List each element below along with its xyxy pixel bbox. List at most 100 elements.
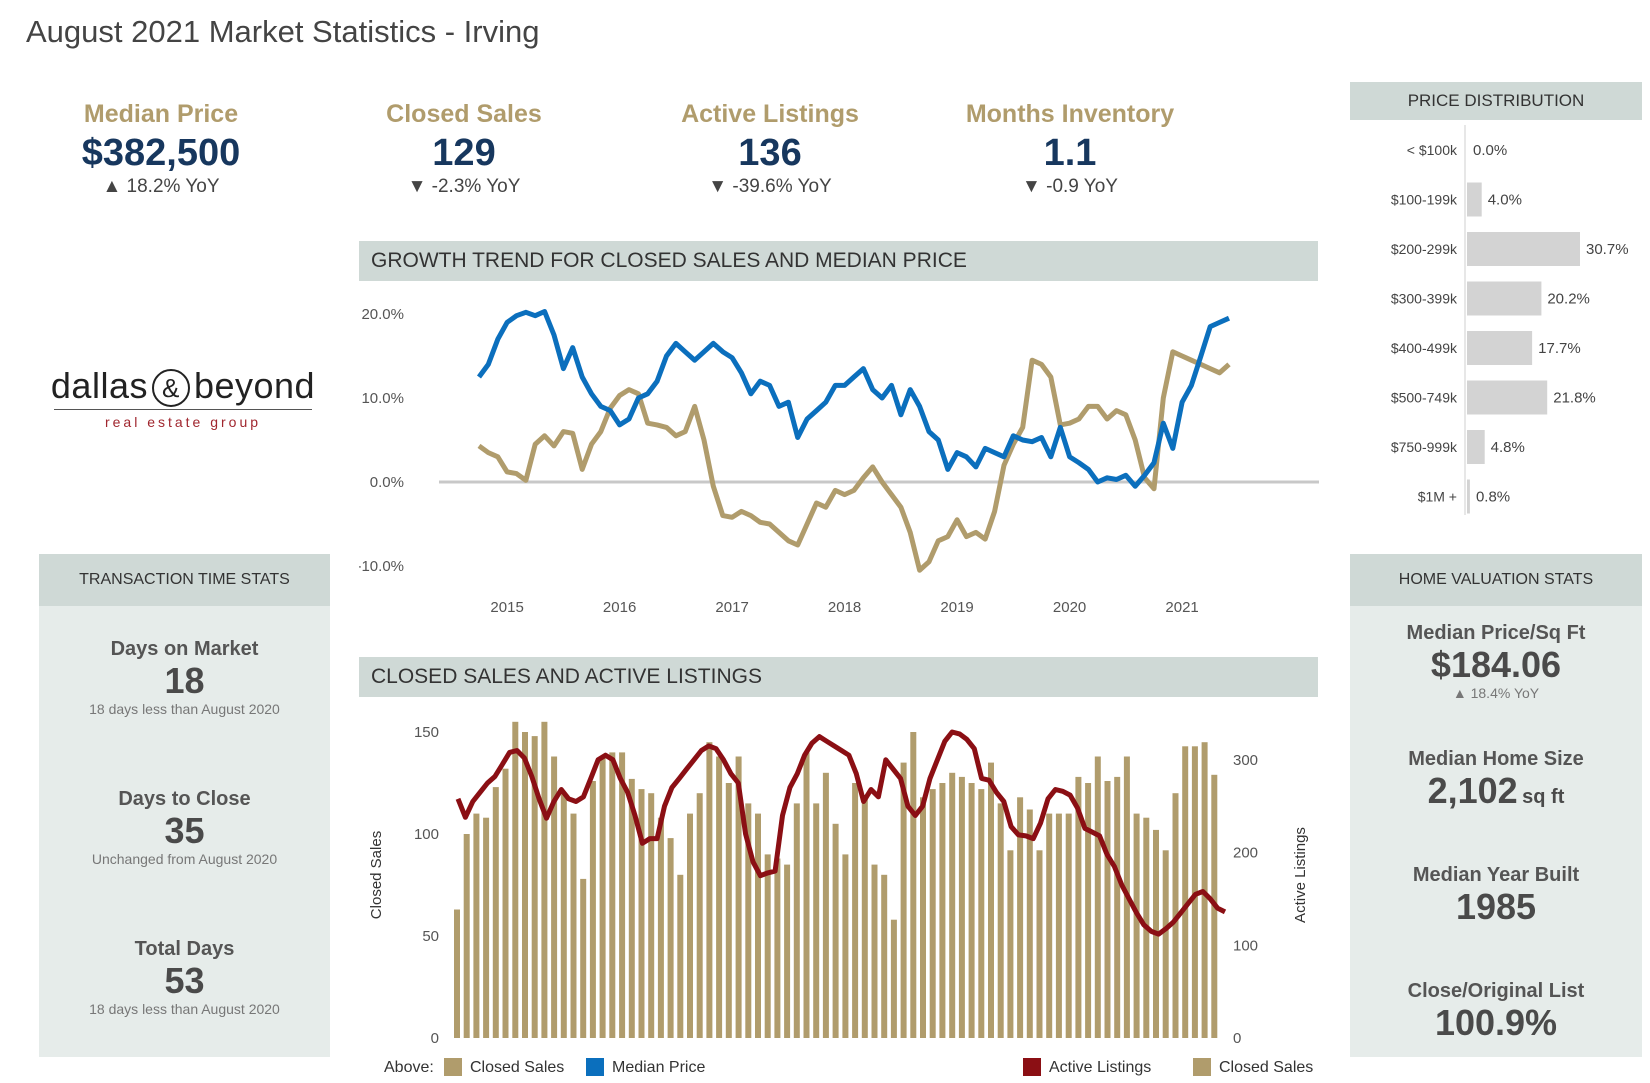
price-range-label: $500-749k — [1391, 390, 1458, 406]
y-tick-label: -10.0% — [359, 558, 404, 575]
logo-underline — [54, 409, 312, 411]
price-distribution-bar — [1467, 232, 1580, 266]
closed-sales-bar — [822, 772, 829, 1038]
price-distribution-bar — [1467, 281, 1542, 316]
stat-days-on-market: Days on Market 18 18 days less than Augu… — [39, 638, 330, 717]
stat-label: Median Price/Sq Ft — [1406, 622, 1586, 644]
stat-label: Close/Original List — [1407, 980, 1585, 1002]
legend-swatch-median-price — [586, 1058, 604, 1076]
legend-above-label: Above: — [384, 1059, 434, 1076]
price-percent-label: 4.8% — [1491, 439, 1525, 456]
closed-sales-bar — [774, 858, 781, 1038]
kpi-yoy: ▲ 18.2% YoY — [102, 176, 220, 197]
stat-note: Unchanged from August 2020 — [91, 851, 278, 867]
stat-value: 18 — [164, 660, 205, 701]
stat-value: $184.06 — [1430, 644, 1562, 685]
legend-swatch-active-listings — [1023, 1058, 1041, 1076]
closed-sales-bar — [764, 854, 771, 1038]
closed-sales-bar — [687, 813, 693, 1038]
closed-sales-bar — [745, 803, 752, 1038]
price-percent-label: 0.8% — [1476, 489, 1510, 506]
closed-sales-bar — [852, 783, 859, 1038]
stat-value: 100.9% — [1434, 1002, 1558, 1043]
logo-ampersand: & — [151, 369, 190, 408]
price-distribution-bar — [1467, 331, 1533, 365]
kpi-median-price: Median Price $382,500 ▲ 18.2% YoY — [21, 100, 301, 198]
stat-value: 53 — [164, 960, 205, 1001]
legend-swatch-closed-sales-2 — [1193, 1058, 1211, 1076]
stat-label: Median Home Size — [1408, 748, 1584, 770]
home-valuation-panel: HOME VALUATION STATS Median Price/Sq Ft … — [1350, 554, 1642, 1057]
closed-active-section-header: CLOSED SALES AND ACTIVE LISTINGS — [359, 657, 1318, 697]
closed-sales-bar — [725, 783, 732, 1038]
price-percent-label: 17.7% — [1538, 340, 1581, 357]
price-distribution-bar — [1467, 380, 1548, 415]
closed-sales-bar — [638, 789, 645, 1038]
closed-sales-bar — [1182, 746, 1189, 1038]
y-tick-label: 50 — [422, 928, 439, 945]
legend-median-price: Median Price — [612, 1059, 705, 1076]
closed-sales-bar — [939, 783, 946, 1038]
closed-sales-bar — [619, 752, 626, 1038]
closed-sales-bar — [570, 813, 577, 1038]
closed-sales-bar — [483, 817, 490, 1038]
legend-swatch-closed-sales — [444, 1058, 462, 1076]
closed-sales-bar — [881, 874, 888, 1038]
closed-sales-bar — [531, 736, 538, 1038]
logo-tagline: real estate group — [104, 414, 262, 431]
price-percent-label: 30.7% — [1586, 241, 1629, 258]
closed-sales-bar — [861, 797, 868, 1038]
growth-trend-chart: 20.0% 10.0% 0.0% -10.0% 2015 2016 2017 2018 201… — [359, 306, 1319, 616]
closed-sales-bar — [454, 909, 460, 1038]
x-tick-label: 2020 — [1053, 599, 1086, 616]
closed-sales-bar — [648, 793, 655, 1038]
closed-sales-bar — [920, 797, 926, 1038]
price-percent-label: 20.2% — [1547, 291, 1590, 308]
closed-sales-bar — [832, 823, 839, 1038]
y-tick-label: 150 — [414, 724, 439, 741]
legend-active-listings: Active Listings — [1049, 1059, 1151, 1076]
stat-median-year-built: Median Year Built 1985 — [1350, 864, 1642, 927]
y-tick-label: 100 — [414, 826, 439, 843]
price-range-label: $300-399k — [1391, 291, 1458, 307]
closed-active-chart: 0 50 100 150 0 100 200 300 Closed Sales Active… — [368, 721, 1313, 1076]
closed-sales-bar — [784, 864, 791, 1038]
closed-sales-bar — [609, 752, 616, 1038]
y-tick-label: 10.0% — [361, 390, 404, 407]
y-tick-label: 20.0% — [361, 306, 404, 323]
closed-sales-bar — [988, 762, 994, 1038]
closed-sales-bar — [1114, 776, 1121, 1038]
closed-sales-bar — [755, 813, 761, 1038]
x-tick-label: 2018 — [828, 599, 861, 616]
closed-sales-bar — [968, 783, 975, 1038]
closed-sales-bar — [813, 803, 820, 1038]
price-range-label: $1M + — [1418, 489, 1457, 505]
closed-sales-bar — [696, 793, 703, 1038]
price-distribution-bar — [1467, 182, 1482, 217]
kpi-value: 129 — [432, 132, 496, 174]
closed-sales-bar — [560, 793, 567, 1038]
kpi-label: Months Inventory — [965, 100, 1175, 128]
closed-sales-bar — [541, 721, 548, 1038]
closed-sales-bar — [706, 742, 713, 1038]
closed-sales-bar — [803, 752, 810, 1038]
price-distribution-bar — [1467, 430, 1485, 464]
closed-sales-bar — [1075, 776, 1082, 1038]
closed-sales-bar — [793, 803, 800, 1038]
closed-sales-bar — [842, 854, 849, 1038]
legend-closed-sales: Closed Sales — [470, 1059, 564, 1076]
closed-sales-bar — [667, 838, 674, 1038]
kpi-label: Closed Sales — [386, 100, 542, 128]
closed-sales-bar — [473, 813, 480, 1038]
closed-sales-bar — [997, 803, 1004, 1038]
kpi-value: $382,500 — [81, 132, 241, 174]
y2-tick-label: 0 — [1233, 1030, 1241, 1047]
stat-value: 35 — [164, 810, 205, 851]
closed-sales-bar — [1094, 756, 1101, 1038]
price-range-label: < $100k — [1407, 142, 1458, 158]
kpi-value: 1.1 — [1043, 132, 1097, 174]
stat-label: Total Days — [134, 938, 235, 960]
price-range-label: $750-999k — [1391, 439, 1458, 455]
price-range-label: $400-499k — [1391, 340, 1458, 356]
closed-sales-bar — [1046, 813, 1053, 1038]
